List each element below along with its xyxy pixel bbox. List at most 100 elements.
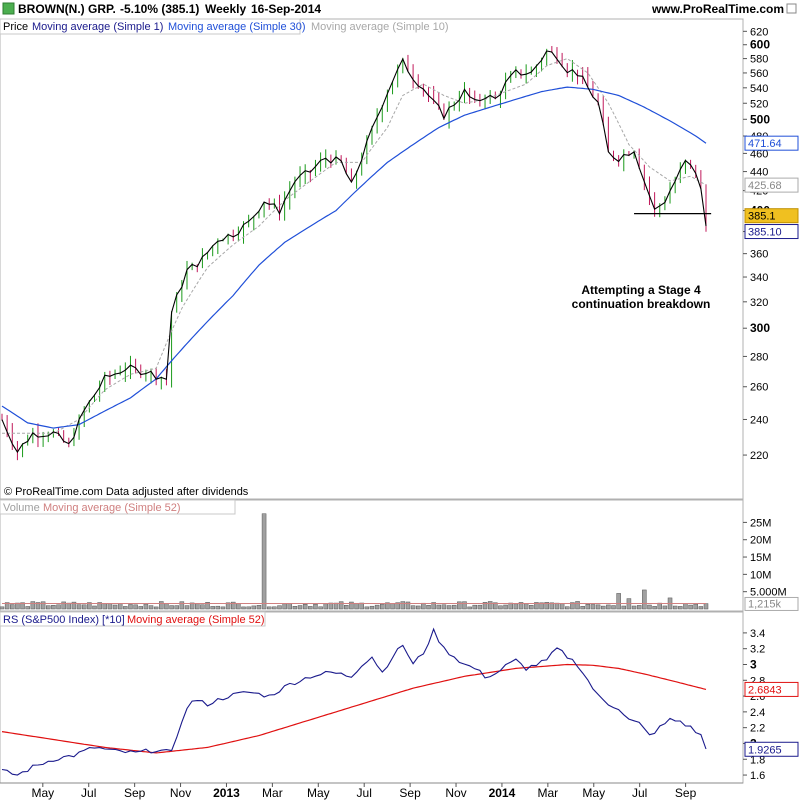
rs-ma-value-label: 2.6843: [745, 682, 798, 696]
volume-bar: [370, 606, 374, 609]
volume-bar: [457, 602, 461, 609]
rs-legend: RS (S&P500 Index) [*10] Moving average (…: [0, 612, 265, 626]
annotation-line-1: Attempting a Stage 4: [581, 283, 701, 297]
svg-text:2.6843: 2.6843: [748, 684, 782, 696]
volume-bar: [319, 607, 323, 609]
volume-bar: [293, 606, 297, 609]
volume-bar: [442, 605, 446, 609]
legend-volume-ma: Moving average (Simple 52): [43, 502, 181, 514]
rs-tick-label: 1.6: [750, 770, 765, 782]
volume-bar: [313, 604, 317, 609]
price-tick-label: 220: [750, 450, 768, 462]
price-change: -5.10% (385.1): [120, 2, 199, 16]
rs-tick-label: 2.4: [750, 707, 765, 719]
volume-bar: [252, 606, 256, 609]
volume-bar: [308, 606, 312, 609]
x-tick-label: Jul: [357, 786, 372, 800]
volume-bar: [242, 607, 246, 609]
x-tick-label: Sep: [124, 786, 146, 800]
volume-bar: [159, 601, 163, 609]
volume-bar: [596, 605, 600, 609]
volume-bar: [164, 603, 168, 609]
volume-bar: [504, 605, 508, 609]
volume-bar: [57, 605, 61, 609]
volume-bar: [324, 604, 328, 609]
volume-bar: [473, 605, 477, 609]
volume-bar: [108, 604, 112, 609]
volume-bar: [123, 606, 127, 609]
ma10-value-label: 425.68: [745, 178, 798, 192]
x-tick-label: 2013: [213, 786, 240, 800]
volume-bar: [195, 603, 199, 609]
volume-bar: [622, 606, 626, 609]
volume-bar: [154, 607, 158, 609]
volume-bar: [247, 607, 251, 609]
volume-bar: [118, 603, 122, 609]
x-tick-label: Mar: [262, 786, 283, 800]
annotation-line-2: continuation breakdown: [572, 297, 711, 311]
price-tick-label: 360: [750, 249, 768, 261]
volume-bar: [67, 603, 71, 609]
volume-bar: [180, 602, 184, 609]
volume-bar: [82, 605, 86, 609]
price-tick-label: 600: [750, 38, 770, 52]
volume-bar: [355, 603, 359, 609]
volume-bar: [606, 605, 610, 609]
x-tick-label: Nov: [170, 786, 191, 800]
last-price-label: 385.1: [745, 209, 798, 223]
volume-bar: [277, 606, 281, 609]
price-tick-label: 500: [750, 112, 770, 126]
volume-tick-label: 10M: [750, 569, 771, 581]
volume-bar: [601, 606, 605, 609]
volume-bar: [447, 606, 451, 609]
svg-text:1.9265: 1.9265: [748, 744, 782, 756]
header-close-icon[interactable]: [787, 4, 796, 13]
site-name[interactable]: www.ProRealTime.com: [651, 2, 784, 16]
price-tick-label: 240: [750, 414, 768, 426]
volume-bar: [591, 604, 595, 609]
volume-bar: [92, 606, 96, 609]
volume-legend: Volume Moving average (Simple 52): [0, 500, 235, 514]
volume-bar: [658, 603, 662, 609]
ma1-value-label: 385.10: [745, 225, 798, 239]
volume-bar: [41, 602, 45, 609]
volume-bar: [221, 607, 225, 609]
volume-bar: [77, 605, 81, 609]
price-tick-label: 260: [750, 382, 768, 394]
price-tick-label: 440: [750, 167, 768, 179]
volume-bar: [647, 605, 651, 609]
volume-ma-value: 1,215k: [745, 597, 798, 610]
volume-bar: [586, 604, 590, 609]
rs-tick-label: 3: [750, 657, 757, 671]
volume-bar: [555, 603, 559, 609]
volume-bar: [10, 605, 14, 609]
x-tick-label: Jul: [81, 786, 96, 800]
volume-bar: [0, 607, 4, 609]
volume-bar: [478, 605, 482, 609]
volume-bar: [283, 604, 287, 609]
volume-bar: [149, 606, 153, 609]
x-tick-label: Nov: [445, 786, 466, 800]
volume-bar: [401, 602, 405, 609]
data-footer: © ProRealTime.com Data adjusted after di…: [4, 486, 249, 498]
volume-bar: [391, 604, 395, 609]
volume-bar: [200, 605, 204, 609]
volume-bar: [498, 606, 502, 609]
volume-bar: [103, 604, 107, 609]
x-tick-label: Mar: [538, 786, 559, 800]
header-icon[interactable]: [3, 3, 14, 14]
volume-bar: [128, 604, 132, 609]
x-tick-label: 2014: [489, 786, 516, 800]
price-tick-label: 560: [750, 68, 768, 80]
volume-bar: [303, 604, 307, 609]
volume-bar: [421, 603, 425, 609]
legend-ma1: Moving average (Simple 1): [32, 21, 163, 33]
volume-bar: [462, 602, 466, 609]
svg-text:385.1: 385.1: [748, 211, 776, 223]
price-tick-label: 580: [750, 54, 768, 66]
legend-rs-ma: Moving average (Simple 52): [127, 614, 265, 626]
price-legend: Price Moving average (Simple 1) Moving a…: [0, 19, 449, 34]
legend-ma10: Moving average (Simple 10): [311, 21, 449, 33]
volume-bar: [272, 607, 276, 609]
